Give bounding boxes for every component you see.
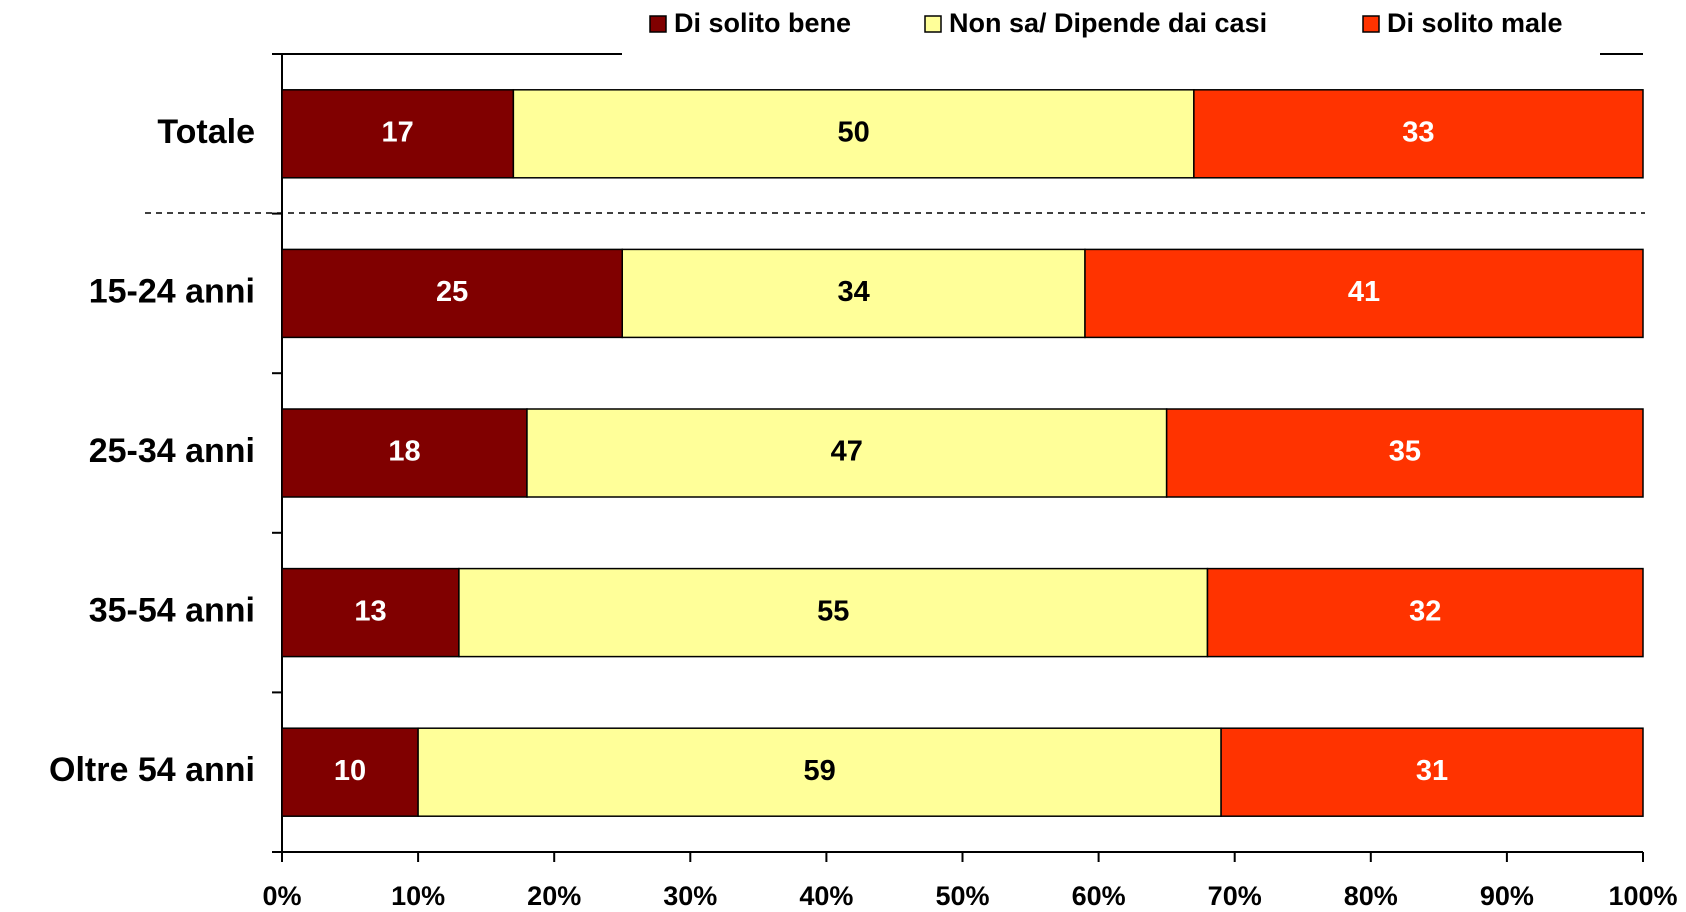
category-label: 25-34 anni [89, 432, 255, 470]
x-tick-label: 100% [1608, 881, 1677, 911]
x-tick-label: 50% [935, 881, 989, 911]
value-label: 50 [837, 116, 869, 148]
value-label: 25 [436, 276, 468, 308]
value-label: 34 [837, 276, 869, 308]
x-tick-label: 70% [1208, 881, 1262, 911]
value-label: 47 [831, 436, 863, 468]
value-label: 55 [817, 595, 849, 627]
bar-segment [281, 408, 528, 498]
value-label: 13 [354, 595, 386, 627]
category-label: Totale [157, 113, 255, 151]
bar-segment [1193, 89, 1644, 179]
x-tick-label: 40% [799, 881, 853, 911]
legend-label: Di solito male [1387, 8, 1563, 38]
x-tick-label: 90% [1480, 881, 1534, 911]
value-label: 31 [1416, 755, 1448, 787]
value-label: 33 [1402, 116, 1434, 148]
bar-segment [281, 89, 515, 179]
x-tick-label: 0% [262, 881, 301, 911]
x-tick-label: 20% [527, 881, 581, 911]
value-label: 10 [334, 755, 366, 787]
x-tick-label: 60% [1072, 881, 1126, 911]
bar-segment [621, 248, 1086, 339]
x-tick-label: 30% [663, 881, 717, 911]
bar-segment [1084, 248, 1644, 339]
bar-segment [1206, 567, 1644, 658]
bar-segment [526, 408, 1168, 498]
bar-segment [417, 727, 1222, 817]
category-label: 35-54 anni [89, 592, 255, 630]
x-tick-label: 10% [391, 881, 445, 911]
value-label: 59 [803, 755, 835, 787]
bar-segment [281, 567, 460, 658]
value-label: 41 [1348, 276, 1380, 308]
legend-label: Di solito bene [674, 8, 851, 38]
legend-label: Non sa/ Dipende dai casi [949, 8, 1267, 38]
legend-swatch [924, 15, 942, 33]
bar-segment [512, 89, 1195, 179]
value-label: 35 [1389, 436, 1421, 468]
value-label: 17 [382, 116, 414, 148]
value-label: 18 [388, 436, 420, 468]
value-label: 32 [1409, 595, 1441, 627]
legend-swatch [1362, 15, 1380, 33]
x-tick-label: 80% [1344, 881, 1398, 911]
legend-swatch [649, 15, 667, 33]
category-label: 15-24 anni [89, 272, 255, 310]
category-label: Oltre 54 anni [49, 751, 255, 789]
bar-segment [1220, 727, 1644, 817]
bar-segment [1165, 408, 1644, 498]
